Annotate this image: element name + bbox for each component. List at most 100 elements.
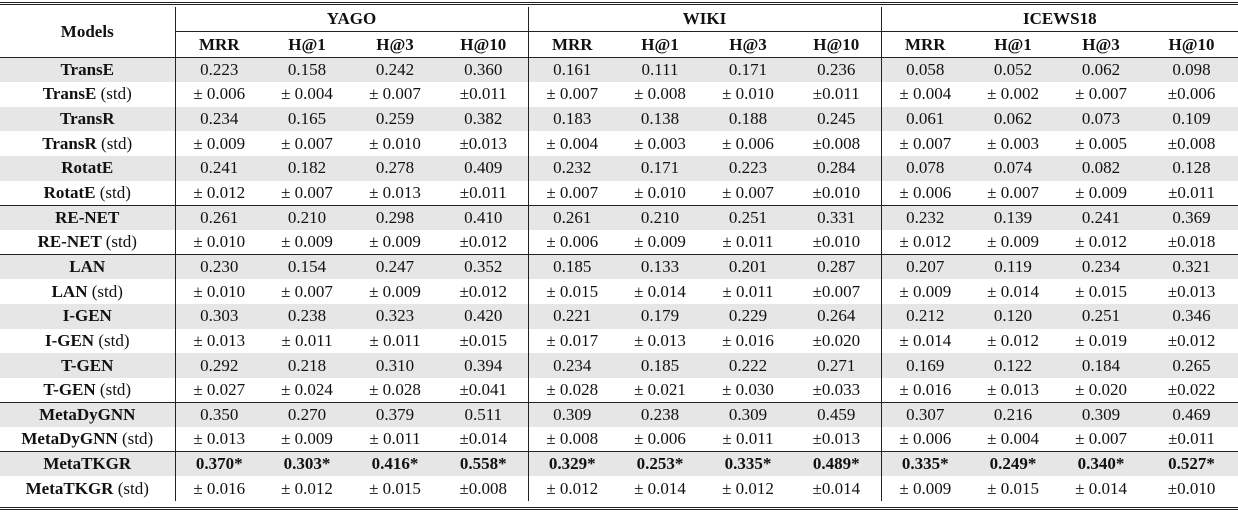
metric-value-cell: 0.271 [792,353,882,378]
table-row: MetaDyGNN (std) ± 0.013 ± 0.009 ± 0.011 ±0.0… [0,427,1238,452]
metric-value-cell: 0.264 [792,303,882,329]
model-name: TransR [42,133,97,153]
metric-value-cell: 0.207 [880,254,970,280]
std-value-cell: ±0.014 [812,478,861,498]
std-value-cell: ±0.018 [1167,232,1216,252]
model-name: MetaTKGR [43,454,132,474]
std-value-cell: ± 0.019 [1075,330,1127,350]
metric-value-cell: 0.253* [616,451,705,477]
std-value-cell: ± 0.021 [634,379,686,399]
std-value-cell: ± 0.007 [369,84,421,104]
metric-value-cell: 0.459 [792,401,882,428]
model-name-cell: RE-NET [0,204,175,230]
metric-value-cell: 0.292 [174,353,263,378]
table-row: TransR 0.234 0.165 0.259 0.382 0.183 0.138 0.18… [0,106,1238,132]
bottom-rule-2 [0,509,1238,510]
std-value-cell: ± 0.003 [987,133,1039,153]
metric-value-cell: 0.251 [704,204,793,230]
table-row: TransE (std) ± 0.006 ± 0.004 ± 0.007 ±0.011 ±… [0,82,1238,107]
metric-value-cell: 0.379 [351,401,439,428]
metric-value-cell: 0.270 [263,401,351,428]
std-value-cell: ± 0.014 [987,281,1039,301]
metric-value-cell: 0.241 [174,156,263,181]
metric-value-cell: 0.329* [527,451,617,477]
table-row: TransE 0.223 0.158 0.242 0.360 0.161 0.111 0.17… [0,57,1238,83]
metric-value-cell: 0.278 [351,156,439,181]
std-value-cell: ± 0.009 [880,279,970,304]
metric-header-hat1: H@1 [969,31,1058,58]
metric-value-cell: 0.307 [880,401,970,428]
std-value-cell: ± 0.011 [369,330,421,350]
std-value-cell: ± 0.024 [281,379,333,399]
metric-value-cell: 0.416* [351,451,439,477]
model-name: RE-NET [37,232,102,252]
metric-value-cell: 0.489* [792,451,882,477]
metric-value-cell: 0.210 [263,204,351,230]
std-value-cell: ±0.010 [812,232,861,252]
std-value-cell: ±0.011 [1168,182,1216,202]
metric-value-cell: 0.182 [263,156,351,181]
metric-value-cell: 0.221 [527,303,617,329]
dataset-header-wiki: WIKI [527,7,882,32]
metric-value-cell: 0.245 [792,106,882,132]
std-value-cell: ± 0.009 [880,476,970,502]
std-value-cell: ± 0.030 [722,379,774,399]
metric-value-cell: 0.249* [969,451,1058,477]
bottom-rule [0,507,1238,508]
table-row: I-GEN 0.303 0.238 0.323 0.420 0.221 0.179 0.229… [0,303,1238,329]
std-value-cell: ±0.008 [1167,133,1216,153]
std-value-cell: ± 0.027 [174,377,263,403]
metric-value-cell: 0.394 [439,353,529,378]
std-value-cell: ± 0.012 [880,229,970,255]
table-row: T-GEN 0.292 0.218 0.310 0.394 0.234 0.185 0.222… [0,353,1238,378]
model-name: MetaDyGNN [21,429,118,449]
model-name: I-GEN [44,330,95,350]
metric-value-cell: 0.165 [263,106,351,132]
metric-header-hat10: H@10 [439,31,529,58]
std-value-cell: ± 0.009 [174,131,263,157]
metric-header-mrr: MRR [527,31,617,58]
std-value-cell: ± 0.007 [722,182,774,202]
metric-value-cell: 0.238 [616,401,705,428]
metric-value-cell: 0.360 [439,57,529,83]
metric-value-cell: 0.184 [1057,353,1146,378]
metric-value-cell: 0.469 [1145,401,1238,428]
model-name: TransR [60,109,115,129]
metric-value-cell: 0.232 [527,156,617,181]
metric-value-cell: 0.309 [704,401,793,428]
metric-value-cell: 0.259 [351,106,439,132]
results-table: Models YAGO WIKI ICEWS18 MRR H@1 H@3 H@10 MR… [0,7,1238,502]
metric-value-cell: 0.222 [704,353,793,378]
metric-value-cell: 0.261 [174,204,263,230]
std-value-cell: ± 0.011 [281,330,333,350]
std-suffix: (std) [99,379,132,399]
std-value-cell: ± 0.012 [174,180,263,206]
std-value-cell: ± 0.007 [987,182,1039,202]
metric-value-cell: 0.242 [351,57,439,83]
std-value-cell: ±0.020 [812,330,861,350]
std-value-cell: ± 0.010 [174,229,263,255]
table-row: MetaDyGNN 0.350 0.270 0.379 0.511 0.309 0.238 0… [0,401,1238,428]
top-rule-2 [0,4,1238,5]
std-value-cell: ± 0.014 [634,478,686,498]
top-rule [0,2,1238,3]
std-value-cell: ± 0.028 [527,377,617,403]
model-name-cell: MetaDyGNN (std) [0,427,175,452]
std-value-cell: ±0.010 [1167,478,1216,498]
model-name-cell: TransE (std) [0,82,175,107]
std-suffix: (std) [91,281,123,301]
metric-value-cell: 0.287 [792,254,882,280]
std-value-cell: ±0.011 [1168,429,1216,449]
metric-value-cell: 0.161 [527,57,617,83]
metric-value-cell: 0.247 [351,254,439,280]
metric-value-cell: 0.078 [880,156,970,181]
metric-value-cell: 0.062 [969,106,1058,132]
metric-value-cell: 0.210 [616,204,705,230]
std-value-cell: ± 0.013 [987,379,1039,399]
std-value-cell: ±0.013 [1167,281,1216,301]
std-value-cell: ± 0.006 [722,133,774,153]
std-value-cell: ± 0.012 [527,476,617,502]
metric-value-cell: 0.098 [1145,57,1238,83]
std-value-cell: ± 0.013 [174,427,263,452]
std-value-cell: ± 0.013 [174,328,263,354]
